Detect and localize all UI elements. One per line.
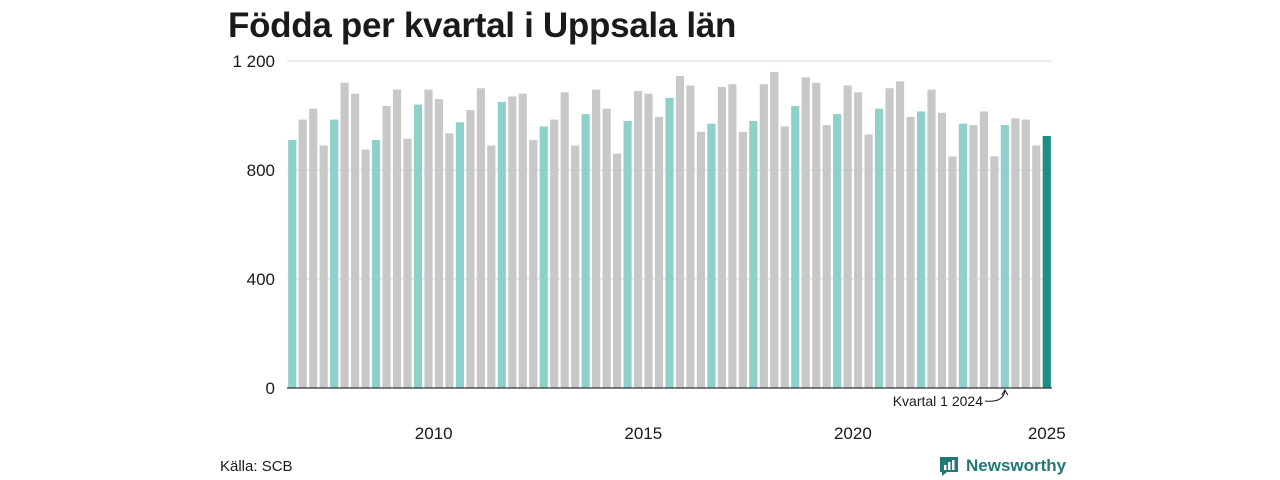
y-tick-label: 1 200 <box>232 52 275 71</box>
bar-2023-q3 <box>979 111 988 388</box>
bar-2012-q4 <box>529 140 538 388</box>
bar-2023-q1 <box>958 123 968 389</box>
brand-name: Newsworthy <box>966 456 1067 475</box>
bar-2023-q2 <box>969 125 978 388</box>
bar-2019-q1 <box>791 105 800 389</box>
bar-2014-q4 <box>613 153 622 388</box>
y-tick-label: 800 <box>247 161 275 180</box>
bar-2014-q3 <box>602 108 611 388</box>
bar-2008-q3 <box>351 93 360 388</box>
bar-2020-q2 <box>843 85 852 389</box>
bar-2018-q1 <box>749 120 758 388</box>
bar-2007-q1 <box>288 140 297 388</box>
bar-2007-q4 <box>319 145 328 388</box>
bar-2011-q1 <box>455 122 464 388</box>
annotation: Kvartal 1 2024 <box>893 389 1009 409</box>
bar-2017-q2 <box>717 86 726 388</box>
bar-2024-q3 <box>1021 119 1030 388</box>
bar-2007-q3 <box>309 108 318 388</box>
bar-2024-q2 <box>1011 118 1020 388</box>
bar-2019-q4 <box>822 125 831 388</box>
bar-2010-q2 <box>424 89 433 389</box>
bar-2015-q3 <box>644 93 653 388</box>
bar-2014-q1 <box>581 114 590 388</box>
bar-2025-q1 <box>1042 135 1051 388</box>
bar-2008-q2 <box>340 82 349 389</box>
bar-2019-q2 <box>801 77 810 388</box>
x-tick-label: 2015 <box>624 424 662 443</box>
bar-2010-q1 <box>413 104 423 388</box>
bar-2013-q2 <box>550 119 559 388</box>
bar-2021-q3 <box>895 81 905 388</box>
y-tick-label: 0 <box>266 379 275 398</box>
annotation-arrow <box>984 390 1006 402</box>
bar-2021-q2 <box>885 88 894 388</box>
bar-2012-q2 <box>508 96 517 389</box>
bar-2020-q1 <box>833 114 842 388</box>
bar-2021-q1 <box>875 108 884 388</box>
bar-2022-q3 <box>937 112 947 389</box>
bar-2012-q3 <box>518 93 527 388</box>
bar-2011-q4 <box>487 145 496 388</box>
bar-2016-q1 <box>665 97 674 388</box>
bar-2021-q4 <box>906 116 915 389</box>
bar-2017-q3 <box>728 84 737 388</box>
bar-2009-q3 <box>392 89 402 389</box>
bars <box>288 71 1051 389</box>
bar-2022-q4 <box>948 156 957 389</box>
x-tick-label: 2020 <box>834 424 872 443</box>
y-tick-label: 400 <box>247 270 275 289</box>
chart-title: Födda per kvartal i Uppsala län <box>228 6 737 45</box>
bar-2020-q4 <box>864 134 873 388</box>
bar-2010-q4 <box>445 133 454 388</box>
bar-2008-q4 <box>361 149 370 388</box>
bar-2024-q4 <box>1032 145 1041 388</box>
bar-2022-q1 <box>916 111 926 388</box>
source-label: Källa: SCB <box>220 458 293 475</box>
bar-2015-q1 <box>623 120 632 388</box>
bar-2018-q4 <box>780 126 789 389</box>
bar-2017-q1 <box>707 123 716 389</box>
bar-2009-q4 <box>403 138 412 388</box>
bar-2013-q4 <box>571 145 580 388</box>
bar-2023-q4 <box>990 156 999 389</box>
bar-2009-q2 <box>382 105 391 389</box>
bar-2011-q2 <box>466 110 475 389</box>
bar-2007-q2 <box>298 119 307 388</box>
bar-2018-q3 <box>770 71 779 389</box>
bar-2024-q1 <box>1000 125 1009 388</box>
bar-2019-q3 <box>812 82 821 389</box>
bar-2016-q3 <box>686 85 695 389</box>
bar-2016-q2 <box>675 75 685 389</box>
bar-2015-q2 <box>633 90 643 388</box>
bar-2016-q4 <box>696 131 706 388</box>
bar-2011-q3 <box>476 88 485 388</box>
x-tick-label: 2010 <box>415 424 453 443</box>
bar-2008-q1 <box>330 119 339 388</box>
bar-2018-q2 <box>759 84 768 388</box>
axes: 0 400 800 1 200 2010 2015 2020 2025 <box>232 52 1065 443</box>
bar-2009-q1 <box>371 140 381 388</box>
brand-logo[interactable]: Newsworthy <box>938 455 1066 477</box>
bar-2013-q1 <box>539 126 548 389</box>
annotation-label: Kvartal 1 2024 <box>893 393 983 409</box>
bar-2017-q4 <box>738 131 747 388</box>
bar-2020-q3 <box>854 92 863 388</box>
bar-2013-q3 <box>560 92 569 388</box>
bar-2014-q2 <box>592 89 601 389</box>
x-tick-label: 2025 <box>1028 424 1066 443</box>
newsworthy-logo-icon <box>940 457 958 476</box>
annotation-arrowhead <box>1001 389 1009 396</box>
bar-2015-q4 <box>654 116 664 389</box>
bar-2012-q1 <box>497 101 506 389</box>
bar-2010-q3 <box>434 99 444 389</box>
bar-2022-q2 <box>927 89 936 389</box>
